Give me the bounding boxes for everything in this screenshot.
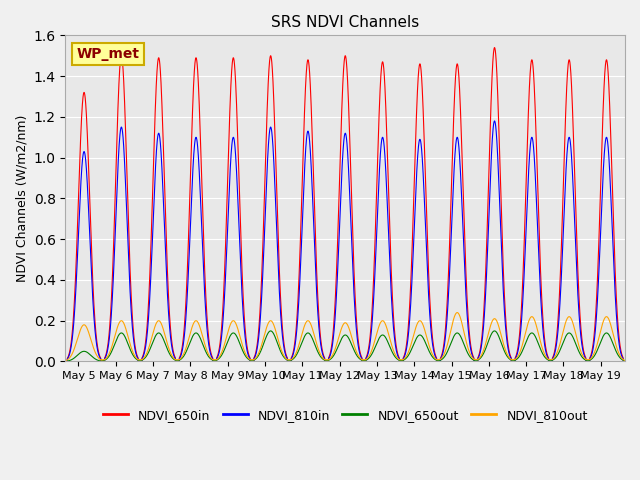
NDVI_650out [502,352,510,358]
NDVI_650out [471,357,479,363]
NDVI_650out [61,359,69,364]
NDVI_650in [621,359,628,364]
NDVI_810in [61,359,69,364]
NDVI_650in [324,359,332,364]
NDVI_810out [621,358,629,363]
NDVI_810out [471,357,479,362]
NDVI_810in [324,359,332,364]
NDVI_650out [621,358,628,363]
Text: WP_met: WP_met [77,47,140,61]
NDVI_810in [621,359,628,364]
Line: NDVI_810in: NDVI_810in [65,121,625,361]
NDVI_650out [267,328,275,334]
NDVI_810out [502,350,510,356]
NDVI_810out [453,310,461,315]
Title: SRS NDVI Channels: SRS NDVI Channels [271,15,419,30]
NDVI_650in [502,326,510,332]
NDVI_810out [162,336,170,342]
Line: NDVI_810out: NDVI_810out [65,312,625,360]
NDVI_650in [162,228,170,233]
NDVI_650out [621,358,629,364]
NDVI_810out [621,357,628,363]
NDVI_650out [162,343,170,348]
NDVI_650in [440,343,447,349]
NDVI_810in [471,359,479,364]
NDVI_650in [621,359,629,364]
NDVI_810in [621,359,629,364]
NDVI_810out [440,352,447,358]
NDVI_650in [61,359,69,364]
Line: NDVI_650out: NDVI_650out [65,331,625,361]
NDVI_650out [440,355,447,360]
NDVI_810in [502,334,510,339]
Legend: NDVI_650in, NDVI_810in, NDVI_650out, NDVI_810out: NDVI_650in, NDVI_810in, NDVI_650out, NDV… [98,404,593,427]
NDVI_810out [61,358,69,363]
NDVI_810in [491,118,499,124]
Y-axis label: NDVI Channels (W/m2/nm): NDVI Channels (W/m2/nm) [15,115,28,282]
NDVI_810in [162,260,170,266]
NDVI_810in [440,347,447,353]
NDVI_650in [491,45,499,50]
NDVI_650in [471,359,479,364]
NDVI_650out [324,358,332,363]
Line: NDVI_650in: NDVI_650in [65,48,625,361]
NDVI_810out [324,357,332,363]
